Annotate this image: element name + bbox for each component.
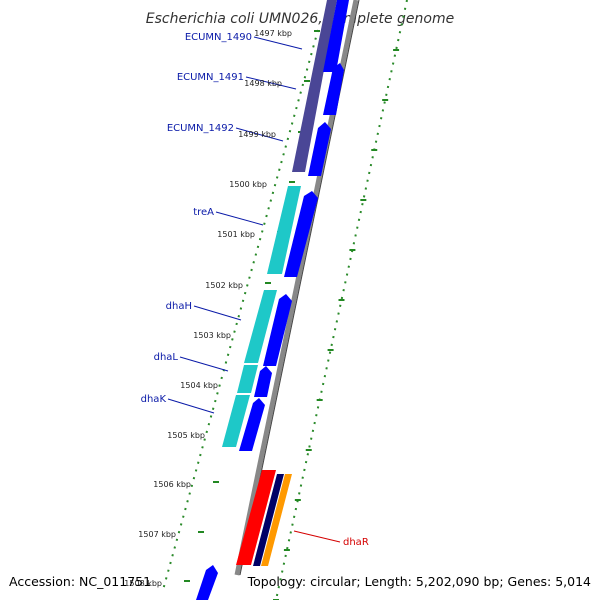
tick-label: 1506 kbp (153, 480, 191, 489)
tick-label: 1497 kbp (254, 29, 292, 38)
tick-label: 1500 kbp (229, 180, 267, 189)
gene-leader-line (253, 36, 303, 50)
gene-leader-line (179, 356, 229, 372)
topology-summary: Topology: circular; Length: 5,202,090 bp… (247, 574, 591, 589)
tick-label: 1503 kbp (193, 331, 231, 340)
gene-label: ECUMN_1490 (185, 32, 252, 43)
gene-label: treA (193, 207, 214, 218)
cog-segments (222, 0, 337, 565)
tick-labels: 1497 kbp 1498 kbp 1499 kbp 1500 kbp 1501 kbp… (124, 29, 292, 588)
cds-arrow-ecumn-1492 (308, 122, 331, 176)
tick-label: 1505 kbp (167, 431, 205, 440)
gene-leader-line (235, 127, 284, 142)
gene-leader-line (215, 211, 264, 226)
cds-arrow-bottom (196, 565, 218, 600)
gene-label: dhaH (166, 301, 192, 312)
tick-label: 1502 kbp (205, 281, 243, 290)
cog-segment-cyan-dhak (222, 395, 250, 447)
tick-label: 1508 kbp (124, 579, 162, 588)
cds-arrow-trea (284, 191, 318, 277)
accession-text: Accession: NC_011751 (9, 574, 151, 589)
cds-arrow-orange-dhar (261, 474, 292, 566)
cog-segment-cyan-trea (267, 186, 301, 274)
cds-arrow-dhah (263, 294, 292, 366)
cds-arrow-navy-dhar (253, 474, 284, 566)
cog-segment-cyan-dhal (237, 365, 258, 393)
cds-arrows (196, 0, 349, 600)
gene-label: dhaR (343, 537, 369, 548)
inner-dotted-ring (162, 29, 319, 591)
gene-label: dhaL (154, 352, 179, 363)
tick-label: 1498 kbp (244, 79, 282, 88)
gene-leader-line (167, 398, 215, 414)
cog-segment-purple (292, 0, 337, 172)
gene-leader-line (245, 76, 297, 90)
cds-arrow-ecumn-1490 (323, 0, 349, 72)
outer-ring-dashes (273, 49, 400, 600)
map-title: Escherichia coli UMN026, complete genome (146, 11, 454, 27)
gene-label: dhaK (141, 394, 167, 405)
tick-label: 1499 kbp (238, 130, 276, 139)
cds-arrow-ecumn-1491 (323, 63, 344, 115)
tick-label: 1501 kbp (217, 230, 255, 239)
gene-label: ECUMN_1491 (177, 72, 244, 83)
tick-label: 1507 kbp (138, 530, 176, 539)
cog-segment-cyan-dhah (244, 290, 277, 363)
gene-leader-line (193, 305, 242, 321)
gene-labels: ECUMN_1490 ECUMN_1491 ECUMN_1492 treA dhaH dh… (141, 32, 369, 548)
cds-arrow-dhak (239, 398, 265, 451)
gene-leader-line (293, 530, 341, 543)
tick-label: 1504 kbp (180, 381, 218, 390)
cog-segment-red (236, 470, 276, 565)
gene-label: ECUMN_1492 (167, 123, 234, 134)
cds-arrow-dhal (254, 366, 272, 397)
